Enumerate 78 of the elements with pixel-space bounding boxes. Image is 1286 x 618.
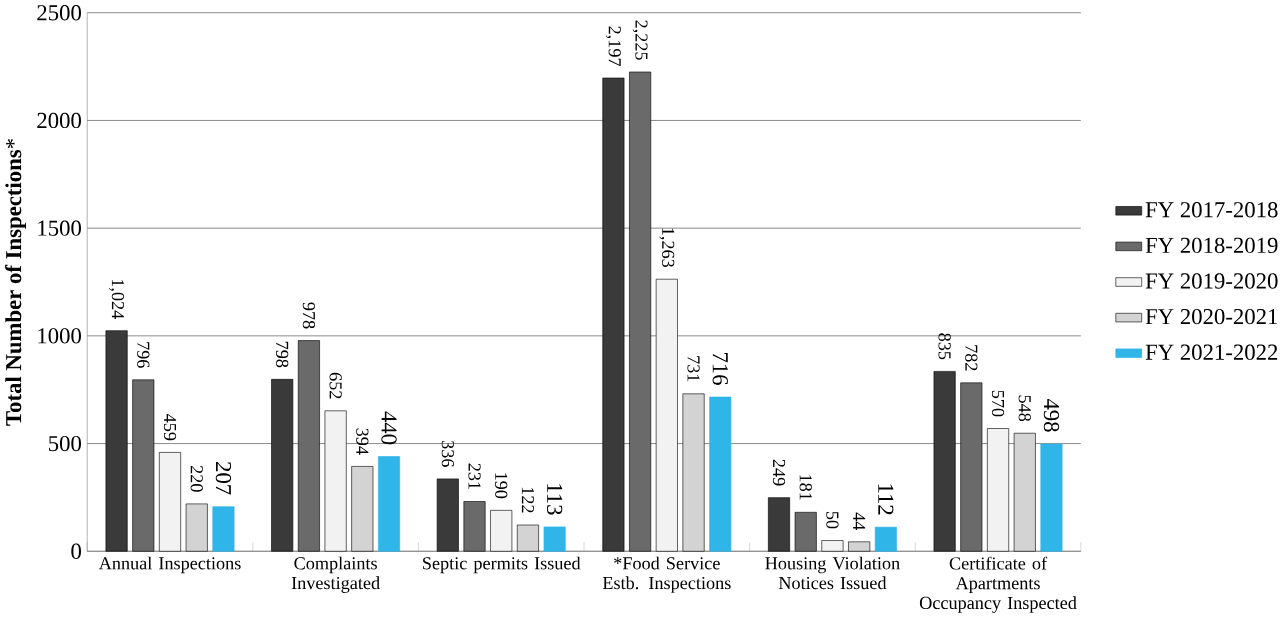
data-label: 249 [772,459,786,486]
bar [602,77,625,552]
data-label: 220 [190,466,203,492]
data-label: 394 [356,428,369,455]
data-label: 798 [276,341,289,368]
bar [794,512,817,552]
bar [768,497,791,552]
bar [105,330,128,552]
x-tick-label: Annual Inspections [98,556,241,574]
bar [297,340,320,552]
bar [185,503,208,552]
data-label: 190 [495,473,508,499]
x-tick-label: *Food Service Estb. Inspections [602,556,731,593]
x-tick-label: Complaints Investigated [291,556,380,593]
data-label: 440 [381,411,397,445]
data-label: 716 [712,353,728,385]
data-label: 231 [468,463,481,490]
data-label: 50 [826,511,839,529]
data-label: 112 [878,484,894,515]
data-label: 336 [441,441,454,467]
bar [1013,432,1036,552]
bar [874,526,897,552]
y-tick-label: 500 [49,435,81,452]
data-label: 652 [329,372,342,399]
bar [351,466,374,552]
bar [212,506,235,552]
bar [463,501,486,552]
bar [933,371,956,552]
data-label: 2,197 [605,26,621,67]
y-tick-label: 1000 [38,328,81,344]
legend-label: FY 2020-2021 [1145,308,1278,325]
legend-label: FY 2021-2022 [1145,344,1278,360]
legend-label: FY 2017-2018 [1145,202,1278,218]
bar [436,478,459,552]
bar [324,410,347,552]
data-label: 459 [163,414,177,441]
bar [132,379,155,552]
bar [516,524,539,552]
data-label: 113 [547,484,563,515]
data-label: 978 [302,302,316,329]
bar [987,428,1010,552]
x-tick-label: Housing Violation Notices Issued [765,556,900,590]
y-tick-label: 2000 [37,112,81,129]
y-axis-title: Total Number of Inspections* [5,139,26,426]
data-label: 782 [965,345,978,371]
bar [848,541,871,552]
data-label: 207 [215,462,232,495]
data-label: 835 [938,333,951,360]
bar [821,540,844,552]
data-label: 181 [799,475,812,500]
legend-label: FY 2019-2020 [1145,273,1278,289]
data-label: 44 [853,512,866,531]
data-label: 548 [1018,395,1031,422]
data-label: 2,225 [632,20,648,60]
bar [543,526,566,552]
bar [490,510,513,552]
data-label: 1,263 [659,228,675,268]
bar [709,396,732,552]
x-tick-label: Certificate of Apartments Occupancy Inspected [919,556,1077,613]
bar [159,452,181,552]
data-label: 498 [1043,398,1060,432]
bar [682,393,705,552]
bar [629,71,652,552]
data-label: 731 [687,356,700,382]
data-label: 570 [991,390,1005,417]
y-tick-label: 0 [71,543,81,559]
data-label: 796 [137,342,150,368]
y-tick-label: 1500 [38,220,81,236]
x-tick-label: Septic permits Issued [423,556,581,574]
bar [1040,443,1063,552]
y-tick-label: 2500 [37,5,81,21]
data-label: 122 [521,487,534,513]
legend-label: FY 2018-2019 [1145,237,1278,254]
bar [271,379,294,552]
bar [378,456,401,552]
bar [960,382,983,552]
data-label: 1,024 [109,279,125,320]
bar [655,278,678,552]
